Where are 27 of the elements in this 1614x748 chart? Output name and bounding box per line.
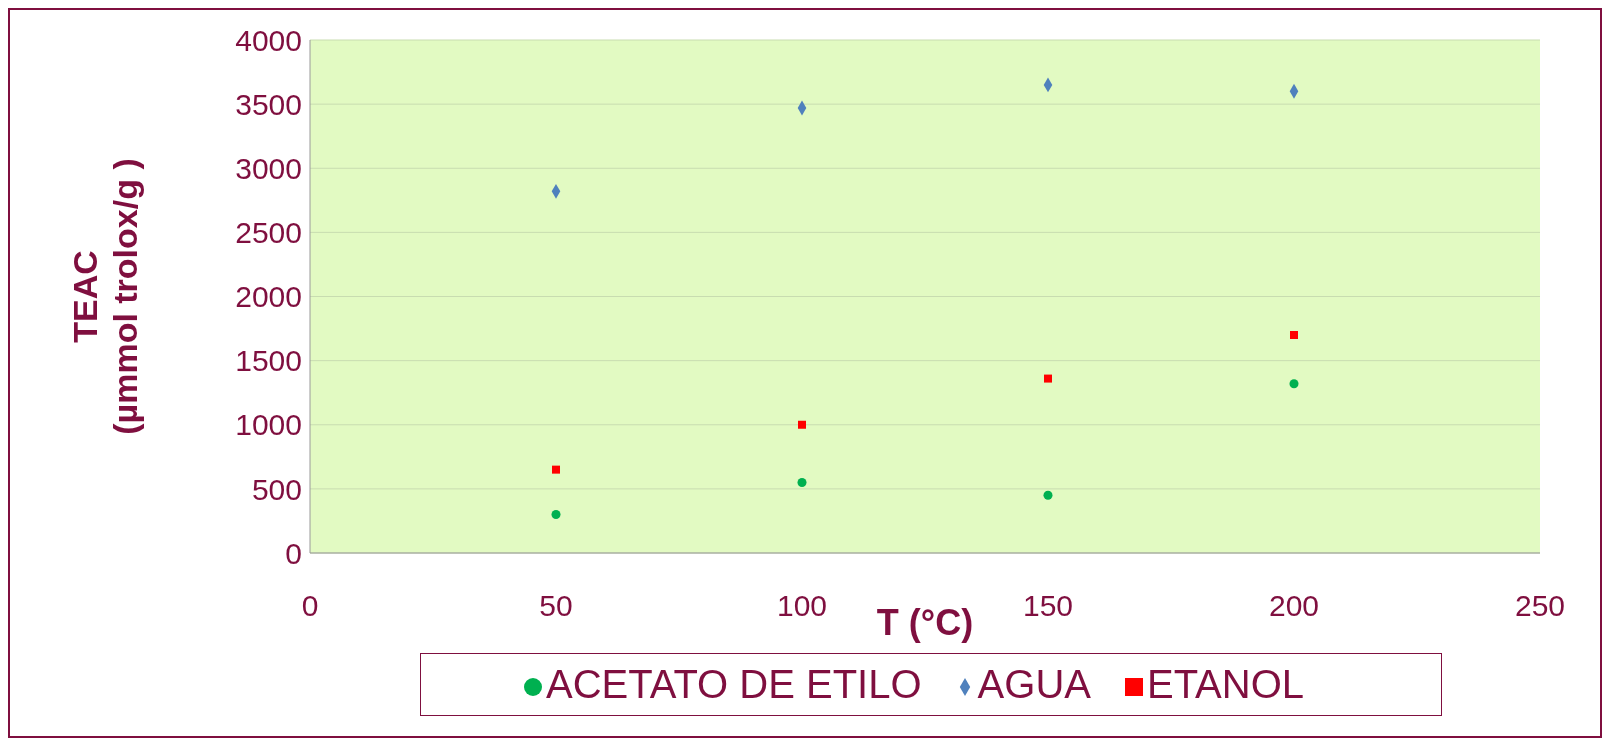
point [1290,330,1298,339]
x-tick-label: 150 [1022,589,1074,623]
point [797,477,807,487]
y-tick-label: 3000 [235,151,302,185]
y-tick-label: 500 [251,472,302,506]
legend-label: ACETATO DE ETILO [545,662,922,706]
point [1044,374,1052,383]
x-tick-label: 200 [1268,589,1320,623]
legend-label: AGUA [977,662,1091,706]
x-axis-title: T (°C) [876,602,974,643]
point [798,420,806,429]
x-tick-label: 100 [776,589,828,623]
y-tick-label: 2000 [235,280,302,314]
point [551,510,561,520]
point [1043,490,1053,500]
point [552,465,560,474]
y-tick-label: 2500 [235,216,302,250]
x-tick-label: 250 [1514,589,1566,623]
y-tick-label: 1000 [235,408,302,442]
point [1289,379,1299,389]
y-tick-label: 1500 [235,344,302,378]
y-tick-label: 4000 [235,23,302,57]
y-tick-label: 3500 [235,87,302,121]
legend-label: ETANOL [1146,662,1305,706]
x-tick-label: 50 [539,589,573,623]
y-tick-label: 0 [285,536,302,570]
y-axis-title: TEAC (µmmol trolox/g ) [66,158,144,435]
